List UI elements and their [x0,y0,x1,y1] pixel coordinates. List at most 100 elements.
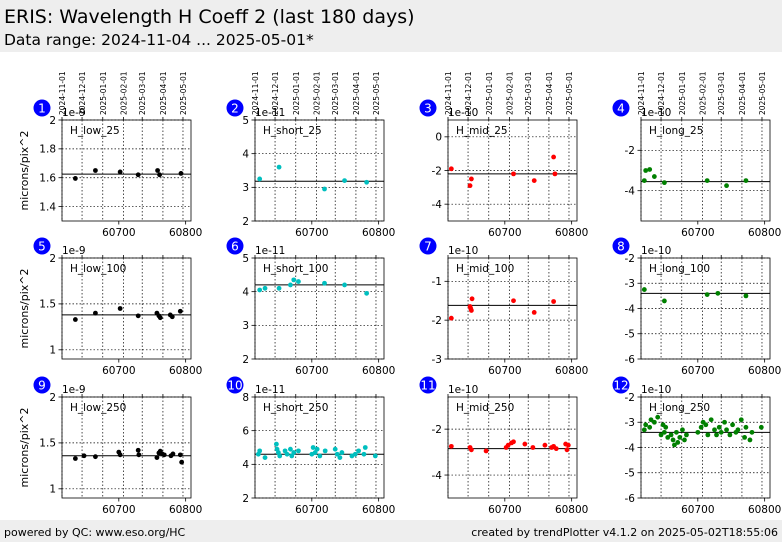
y-tick-label: 3 [242,320,249,332]
x-tick-label: 60800 [362,504,395,516]
data-point [364,290,370,296]
data-point [177,308,183,314]
x-tick-label: 60800 [362,365,395,377]
series-label: H_low_25 [70,125,120,137]
data-point [505,442,511,448]
date-tick-label: 2024-12-01 [657,71,666,115]
y-tick-label: -2 [432,165,442,177]
data-point [641,427,647,433]
data-point [448,315,454,321]
y-tick-label: -3 [625,278,635,290]
data-point [511,171,516,177]
data-point [362,445,368,450]
axis-multiplier: 1e-11 [255,107,285,119]
data-point [542,442,548,448]
data-point [553,446,559,452]
plot-frame [61,257,192,360]
data-point [727,432,733,438]
data-point [643,422,649,428]
data-point [262,455,268,460]
plot-number-badge [419,376,437,394]
plot-number-badge [33,99,51,117]
y-tick-label: -2 [625,392,635,404]
y-tick-label: 4 [242,459,249,471]
plot-number-badge [226,237,244,255]
x-tick-label: 60800 [748,504,781,516]
axis-multiplier: 1e-9 [62,245,86,257]
data-point [257,287,263,293]
data-point [564,447,570,453]
data-point [93,454,98,460]
date-tick-label: 2025-03-01 [138,71,147,115]
data-point [668,432,674,438]
plot-number-badge [226,99,244,117]
x-tick-label: 60700 [102,227,135,239]
data-point [716,424,722,430]
data-point [314,446,320,452]
subplot-2: 2 3 4 5 60700 60800 2024-11-01 2024-12-01 2025-0… [226,71,395,239]
y-tick-label: 2 [242,216,249,228]
subplot-3: -4 -2 0 60700 60800 2024-11-01 2024-12-01 2025-… [419,71,588,239]
plot-number: 8 [617,240,625,254]
data-point [672,442,677,448]
data-point [288,282,293,288]
plot-frame [254,396,385,499]
data-point [680,427,685,433]
data-point [647,424,653,430]
data-point [655,414,661,420]
plot-number-badge [612,376,630,394]
subplot-7: -3 -2 -1 60700 60800 1e-10 H_mid_100 7 [419,237,588,377]
data-point [154,455,160,460]
data-point [342,282,347,288]
series-label: H_long_25 [649,125,703,137]
data-point [339,450,345,455]
data-point [530,445,536,450]
plot-number: 7 [424,240,432,254]
y-tick-label: 2 [242,493,249,505]
x-tick-label: 60800 [555,504,588,516]
data-point [468,176,474,182]
data-point [670,437,676,443]
subplot-11: -4 -2 60700 60800 1e-10 H_mid_250 11 [419,376,588,516]
series-label: H_short_250 [263,402,328,414]
x-tick-label: 60700 [681,227,714,239]
data-point [712,427,717,433]
data-point [722,419,727,425]
data-point [703,422,709,428]
plot-number: 10 [227,379,242,393]
x-tick-label: 60700 [295,227,328,239]
y-tick-label: 2 [49,392,56,404]
y-tick-label: 4 [242,148,249,160]
y-tick-label: -5 [625,468,635,480]
x-tick-label: 60800 [748,227,781,239]
plot-frame [447,396,578,499]
data-point [178,170,184,176]
date-tick-label: 2025-02-01 [698,71,707,115]
data-point [356,448,362,454]
data-point [682,437,687,443]
y-tick-label: -1 [432,276,442,288]
date-tick-label: 2025-03-01 [524,71,533,115]
data-point [322,186,327,192]
data-point [337,455,343,460]
data-point [724,427,729,433]
plot-number: 4 [617,102,625,116]
series-label: H_mid_100 [456,263,514,275]
data-point [522,441,528,447]
y-tick-label: -6 [625,354,636,366]
plot-number-badge [419,99,437,117]
plot-frame [447,257,578,360]
y-tick-label: -6 [625,493,636,505]
date-tick-label: 2025-05-01 [372,71,381,115]
y-tick-label: -4 [625,186,636,198]
plot-number: 1 [38,102,46,116]
plot-frame [254,257,385,360]
data-point [661,180,667,186]
plot-frame [61,119,192,222]
y-tick-label: 1.5 [39,438,56,450]
y-tick-label: -2 [625,145,635,157]
data-point [551,154,557,160]
data-point [661,298,667,304]
date-tick-label: 2025-04-01 [352,71,361,115]
x-tick-label: 60700 [488,504,521,516]
